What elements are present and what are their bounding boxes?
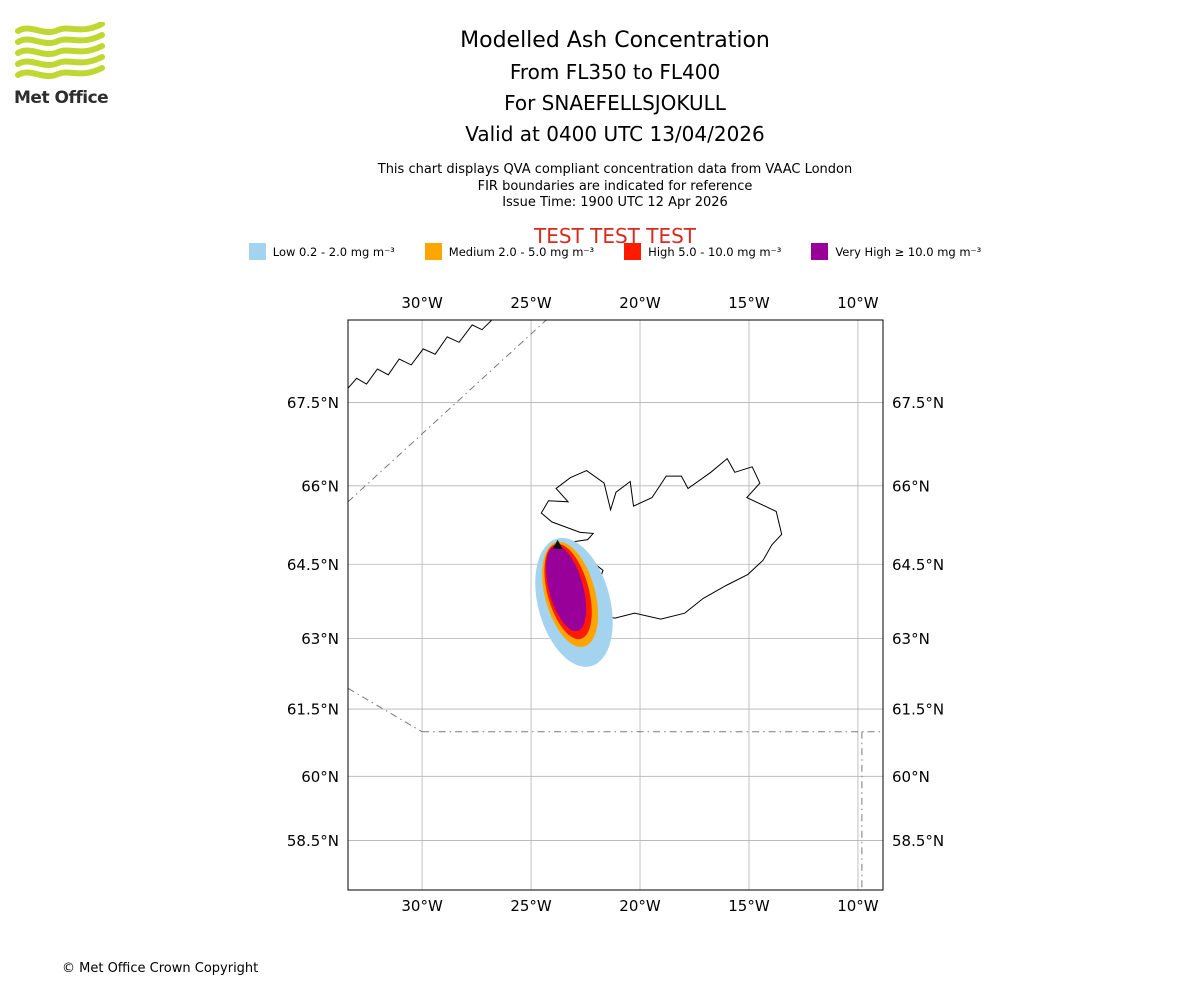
lon-label-top: 15°W — [728, 294, 770, 312]
qva-note: This chart displays QVA compliant concen… — [377, 162, 853, 177]
lon-label-top: 20°W — [619, 294, 661, 312]
lat-label-right: 60°N — [892, 768, 930, 786]
greenland-coastline — [347, 319, 493, 389]
valid-time-subtitle: Valid at 0400 UTC 13/04/2026 — [465, 122, 765, 146]
fir-boundary-line — [347, 687, 423, 733]
lon-label-bottom: 25°W — [510, 897, 552, 915]
map-frame — [347, 319, 884, 891]
header: Modelled Ash Concentration From FL350 to… — [30, 28, 1200, 248]
volcano-subtitle: For SNAEFELLSJOKULL — [504, 91, 726, 115]
logo-wave — [15, 21, 105, 35]
legend-label-medium: Medium 2.0 - 5.0 mg m⁻³ — [448, 244, 595, 259]
copyright-text: © Met Office Crown Copyright — [62, 961, 259, 976]
legend-item-medium: Medium 2.0 - 5.0 mg m⁻³ — [424, 243, 595, 260]
lat-label-left: 64.5°N — [287, 556, 339, 574]
lat-label-right: 58.5°N — [892, 832, 944, 850]
lat-label-right: 66°N — [892, 477, 930, 495]
legend-label-very-high: Very High ≥ 10.0 mg m⁻³ — [835, 244, 982, 259]
test-banner: TEST TEST TEST — [533, 223, 696, 248]
page-title: Modelled Ash Concentration — [460, 28, 770, 53]
met-office-logo-text: Met Office — [14, 88, 109, 108]
lon-label-bottom: 30°W — [401, 897, 443, 915]
lat-label-right: 61.5°N — [892, 701, 944, 719]
flight-level-subtitle: From FL350 to FL400 — [509, 60, 721, 84]
legend-item-low: Low 0.2 - 2.0 mg m⁻³ — [248, 243, 395, 260]
met-office-logo-waves — [15, 21, 105, 79]
notes-block: This chart displays QVA compliant concen… — [30, 162, 1200, 212]
legend-label-low: Low 0.2 - 2.0 mg m⁻³ — [272, 244, 395, 259]
logo-wave — [15, 43, 105, 57]
lat-label-left: 58.5°N — [287, 832, 339, 850]
lat-label-right: 67.5°N — [892, 394, 944, 412]
ash-contour-very-high — [546, 545, 587, 632]
legend-swatch-medium — [424, 243, 442, 260]
fir-boundary-line — [347, 319, 547, 503]
logo-wave — [15, 54, 105, 68]
lat-label-right: 64.5°N — [892, 556, 944, 574]
lat-label-left: 67.5°N — [287, 394, 339, 412]
lat-label-left: 66°N — [301, 477, 339, 495]
concentration-legend: Low 0.2 - 2.0 mg m⁻³ Medium 2.0 - 5.0 mg… — [30, 243, 1200, 260]
legend-swatch-low — [248, 243, 266, 260]
issue-time-note: Issue Time: 1900 UTC 12 Apr 2026 — [502, 195, 728, 210]
lat-label-left: 63°N — [301, 630, 339, 648]
legend-item-high: High 5.0 - 10.0 mg m⁻³ — [624, 243, 781, 260]
fir-note: FIR boundaries are indicated for referen… — [477, 178, 753, 194]
lat-label-left: 60°N — [301, 768, 339, 786]
logo-wave — [15, 65, 105, 79]
legend-label-high: High 5.0 - 10.0 mg m⁻³ — [648, 244, 782, 259]
legend-item-very-high: Very High ≥ 10.0 mg m⁻³ — [811, 243, 981, 260]
logo-wave — [15, 32, 105, 46]
lat-label-right: 63°N — [892, 630, 930, 648]
volcano-marker — [552, 539, 563, 549]
lon-label-top: 30°W — [401, 294, 443, 312]
lon-label-bottom: 10°W — [837, 897, 879, 915]
legend-swatch-high — [624, 243, 642, 260]
legend-swatch-very-high — [811, 243, 829, 260]
lat-label-left: 61.5°N — [287, 701, 339, 719]
lon-label-bottom: 20°W — [619, 897, 661, 915]
lon-label-bottom: 15°W — [728, 897, 770, 915]
met-office-logo: Met Office — [14, 21, 109, 108]
lon-label-top: 10°W — [837, 294, 879, 312]
lon-label-top: 25°W — [510, 294, 552, 312]
